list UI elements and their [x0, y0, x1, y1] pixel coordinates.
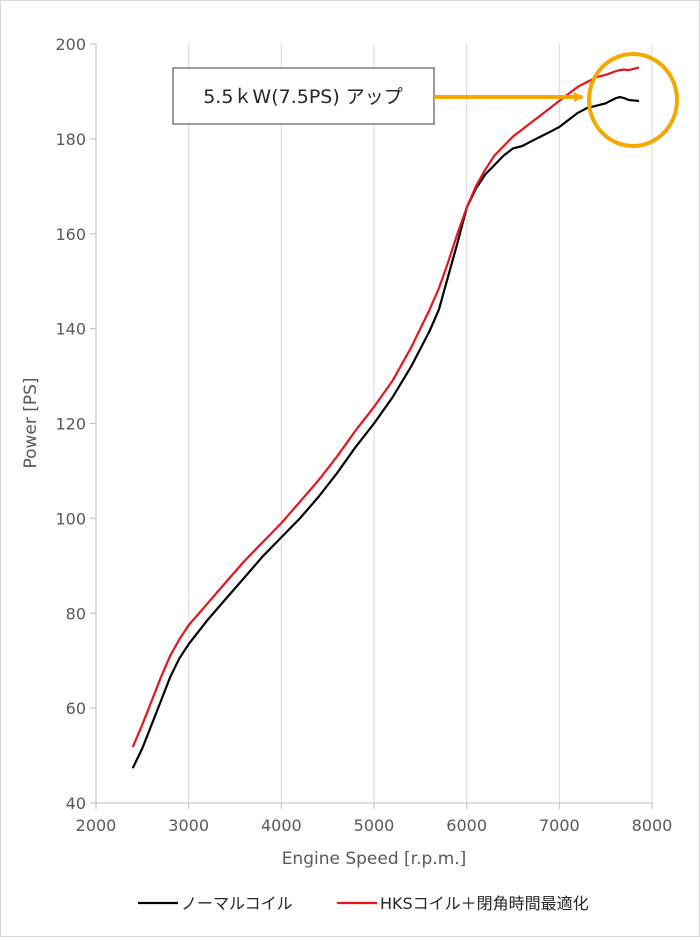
tick-labels: 2000 3000 4000 5000 6000 7000 8000 40 60 80 100 120…: [55, 35, 672, 835]
x-tick-label: 5000: [354, 816, 395, 835]
x-tick-label: 6000: [446, 816, 487, 835]
x-tick-label: 2000: [76, 816, 117, 835]
x-tick-label: 7000: [539, 816, 580, 835]
y-tick-label: 40: [66, 794, 86, 813]
grid-lines: [188, 44, 653, 803]
series-lines: [132, 66, 640, 769]
callout-box: [172, 67, 435, 125]
highlight-circle: [587, 52, 679, 148]
y-tick-label: 180: [55, 130, 86, 149]
y-tick-label: 100: [55, 509, 86, 528]
legend: ノーマルコイル HKSコイル＋閉角時間最適化: [138, 894, 589, 913]
x-tick-label: 4000: [261, 816, 302, 835]
y-tick-label: 200: [55, 35, 86, 54]
legend-label-hks: HKSコイル＋閉角時間最適化: [380, 894, 589, 913]
axes: [90, 43, 653, 809]
series-line-hks: [132, 66, 640, 748]
series-line-normal: [132, 95, 640, 769]
legend-label-normal: ノーマルコイル: [181, 894, 293, 913]
y-tick-label: 120: [55, 415, 86, 434]
callout-text: 5.5ｋW(7.5PS) アップ: [203, 86, 403, 108]
x-tick-label: 8000: [632, 816, 673, 835]
y-tick-label: 140: [55, 320, 86, 339]
y-tick-label: 60: [66, 699, 86, 718]
callout-annotation: 5.5ｋW(7.5PS) アップ: [172, 52, 679, 148]
y-axis-title: Power [PS]: [21, 377, 41, 468]
x-axis-title: Engine Speed [r.p.m.]: [282, 849, 467, 869]
y-tick-label: 160: [55, 225, 86, 244]
y-tick-label: 80: [66, 604, 86, 623]
x-tick-label: 3000: [168, 816, 209, 835]
